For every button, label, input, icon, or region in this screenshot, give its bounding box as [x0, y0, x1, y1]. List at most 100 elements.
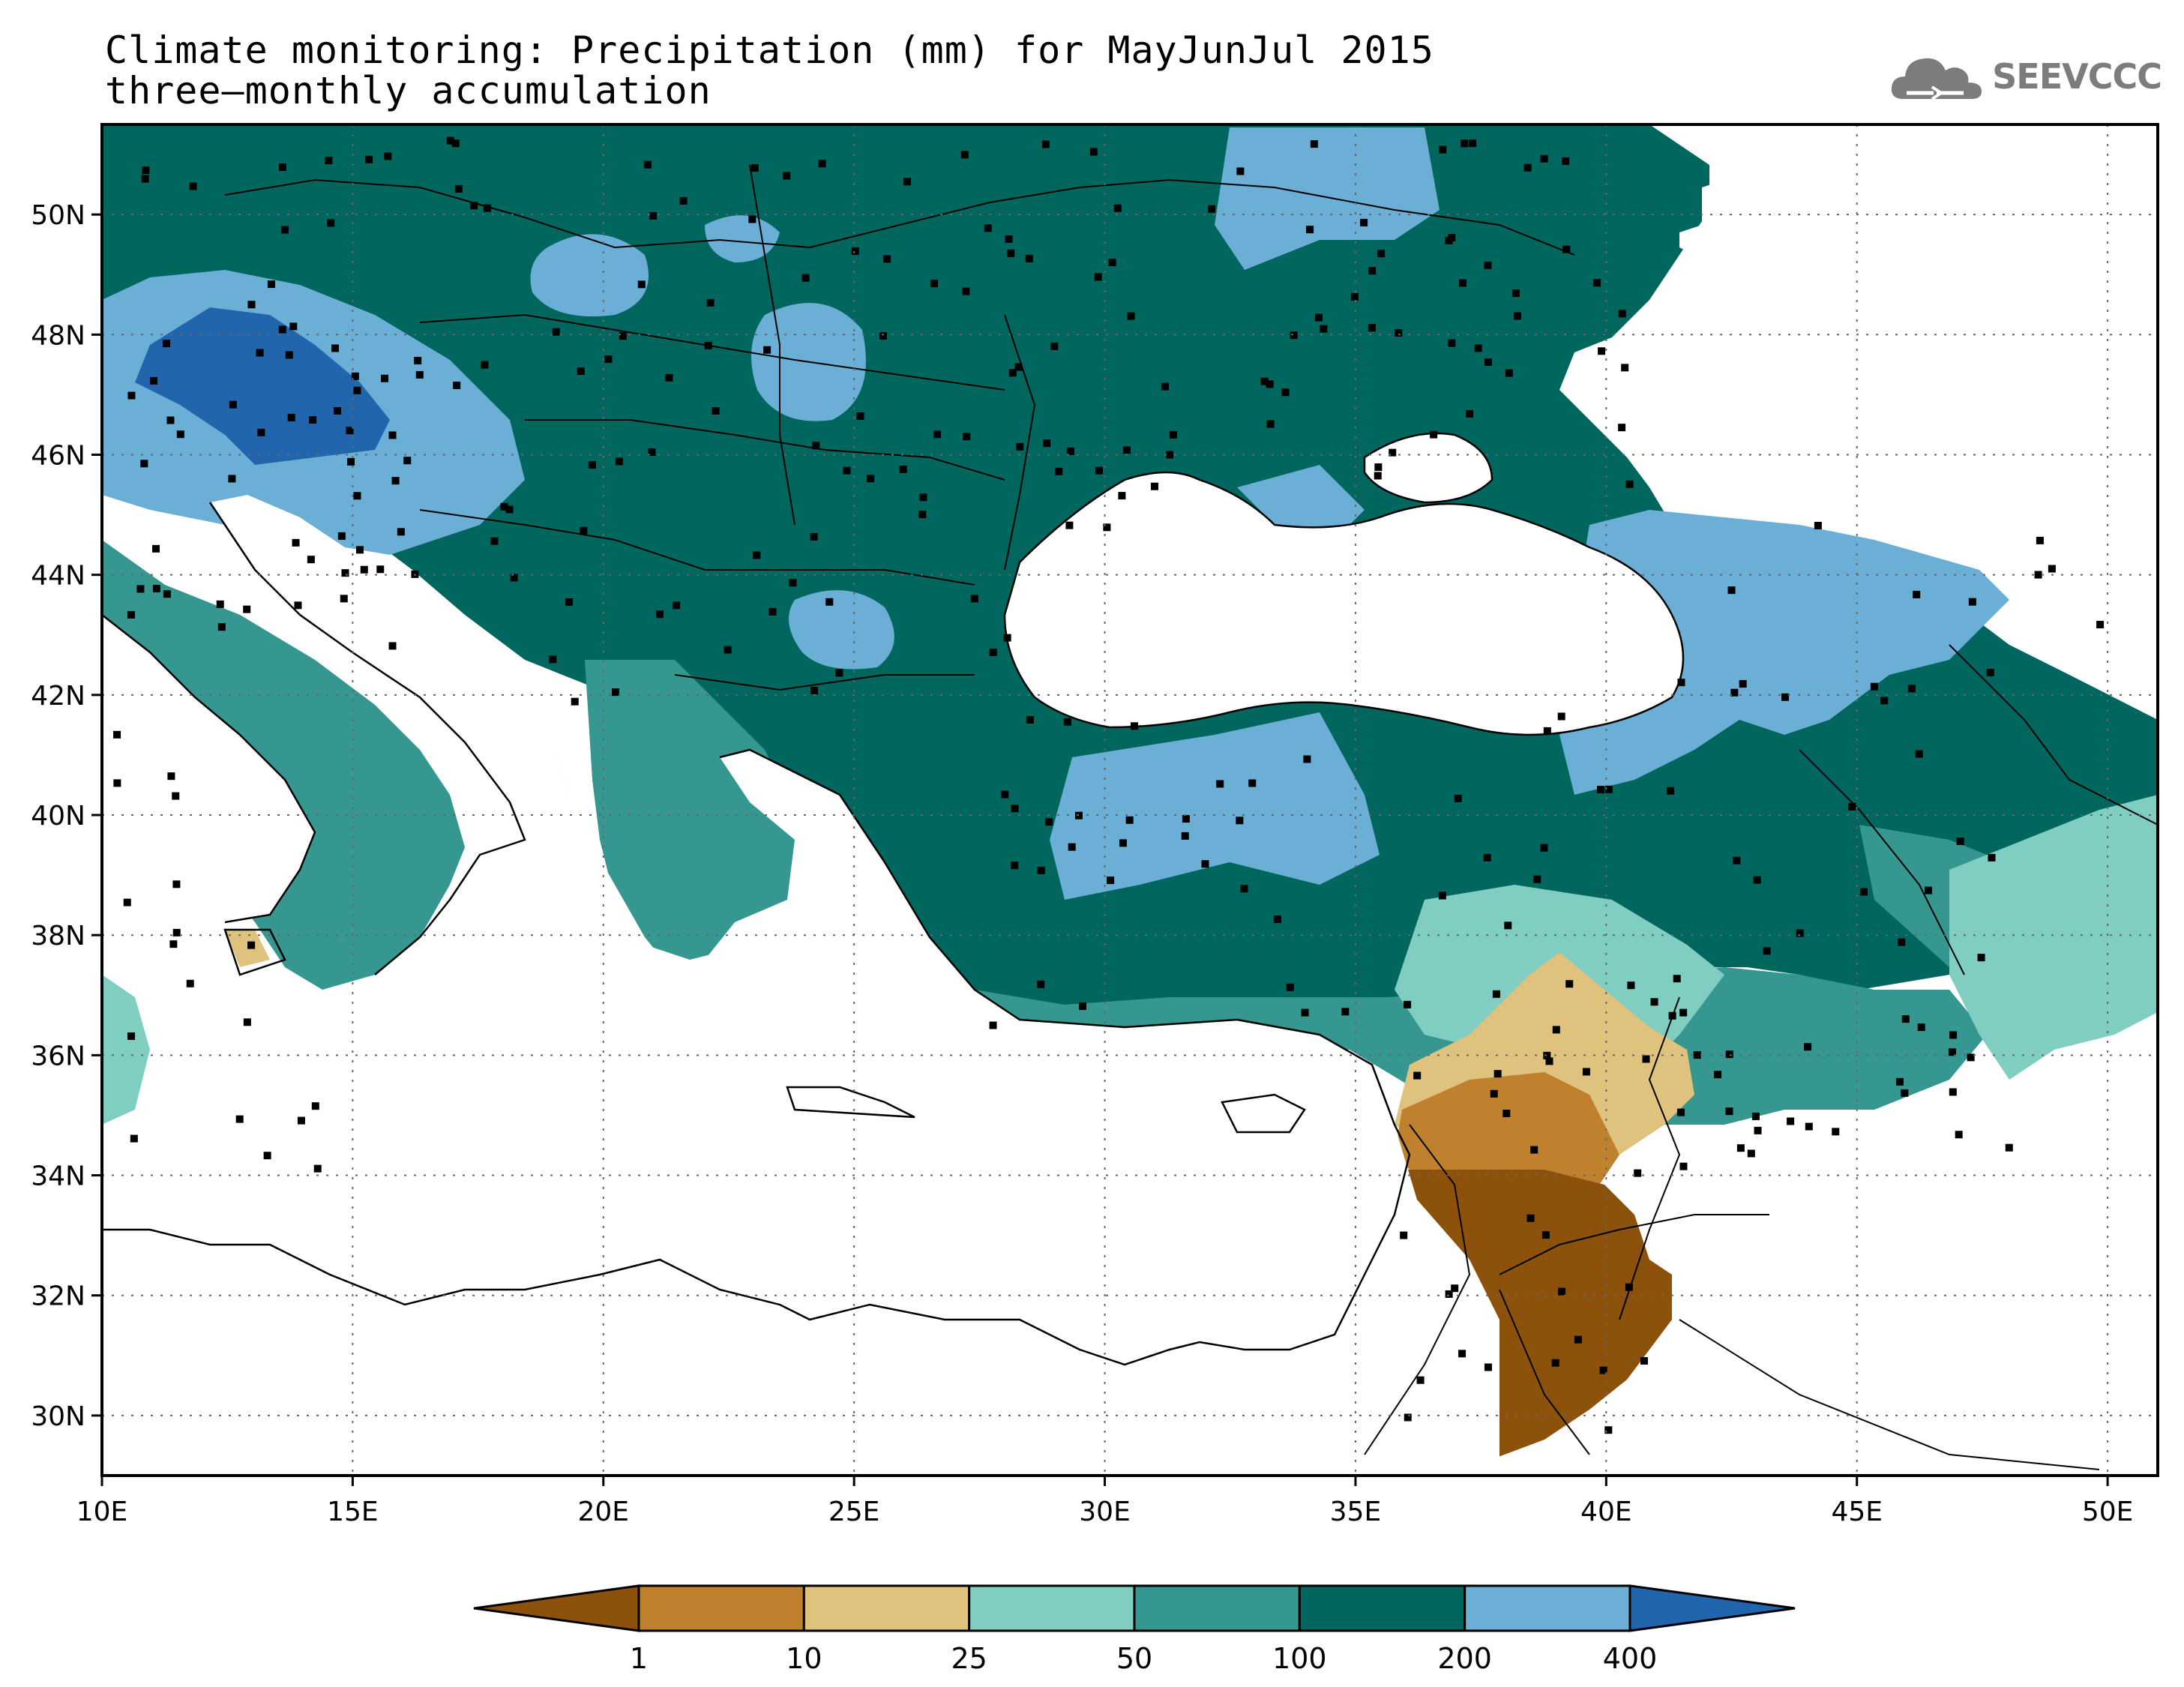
station-marker — [142, 166, 150, 175]
station-marker — [1543, 727, 1551, 735]
station-marker — [353, 386, 361, 394]
station-marker — [1640, 1357, 1648, 1365]
station-marker — [1404, 1000, 1412, 1008]
legend-colorbar: 1 10 25 50 100 200 400 — [473, 1584, 1796, 1675]
station-marker — [1901, 1015, 1910, 1023]
precipitation-field — [102, 124, 2158, 1476]
station-marker — [1037, 866, 1045, 874]
station-marker — [1634, 1169, 1642, 1177]
station-marker — [789, 579, 797, 587]
station-marker — [1389, 448, 1397, 457]
station-marker — [454, 184, 463, 193]
station-marker — [292, 538, 300, 547]
station-marker — [1045, 818, 1053, 826]
station-marker — [1618, 310, 1626, 318]
station-marker — [1493, 1070, 1502, 1078]
station-marker — [768, 607, 777, 616]
station-marker — [186, 979, 194, 987]
station-marker — [753, 551, 761, 559]
x-tick-label: 25E — [828, 1497, 880, 1527]
station-marker — [565, 598, 574, 607]
y-tick-label: 34N — [31, 1161, 85, 1192]
station-marker — [1968, 598, 1976, 606]
station-marker — [136, 585, 145, 593]
station-marker — [337, 532, 346, 540]
x-tick-label: 50E — [2082, 1497, 2134, 1527]
station-marker — [1286, 983, 1294, 991]
station-marker — [325, 157, 333, 165]
station-marker — [1543, 1051, 1551, 1059]
station-marker — [235, 1115, 244, 1123]
station-marker — [113, 779, 121, 787]
station-marker — [1668, 1011, 1676, 1020]
station-marker — [279, 163, 287, 172]
station-marker — [1597, 786, 1605, 794]
station-marker — [384, 152, 392, 160]
station-marker — [970, 595, 978, 603]
station-marker — [1451, 1284, 1459, 1293]
station-marker — [1948, 1048, 1956, 1056]
station-marker — [247, 301, 256, 309]
station-marker — [1676, 1108, 1685, 1116]
station-marker — [1368, 324, 1376, 332]
station-marker — [167, 772, 175, 781]
station-marker — [1530, 1146, 1538, 1154]
x-tick-label: 45E — [1831, 1497, 1883, 1527]
station-marker — [1108, 259, 1116, 267]
station-marker — [331, 344, 340, 352]
station-marker — [162, 340, 170, 348]
station-marker — [1103, 523, 1111, 532]
station-marker — [1430, 430, 1438, 439]
station-marker — [1541, 1231, 1550, 1239]
station-marker — [1490, 1089, 1498, 1098]
legend-swatch — [1133, 1584, 1301, 1632]
station-marker — [851, 247, 859, 255]
station-marker — [483, 204, 491, 212]
station-marker — [1582, 1068, 1590, 1076]
station-marker — [1625, 1283, 1633, 1291]
station-marker — [1240, 885, 1248, 893]
station-marker — [1377, 250, 1386, 258]
y-tick-label: 42N — [31, 681, 85, 712]
station-marker — [1693, 1051, 1701, 1059]
station-marker — [1504, 921, 1512, 930]
station-marker — [1915, 750, 1923, 758]
station-marker — [490, 537, 499, 545]
station-marker — [1011, 805, 1019, 813]
station-marker — [1314, 313, 1323, 322]
station-marker — [1679, 1008, 1688, 1017]
station-marker — [1014, 363, 1023, 371]
station-marker — [825, 598, 834, 606]
station-marker — [2048, 565, 2056, 573]
station-marker — [1248, 779, 1257, 787]
station-marker — [1266, 380, 1274, 388]
station-marker — [311, 1102, 319, 1110]
legend-label: 200 — [1437, 1642, 1492, 1675]
station-marker — [1404, 1413, 1412, 1422]
station-marker — [1037, 980, 1045, 988]
station-marker — [1502, 1110, 1511, 1118]
station-marker — [1026, 716, 1034, 724]
station-marker — [933, 430, 942, 439]
x-tick-label: 15E — [327, 1497, 379, 1527]
station-marker — [216, 600, 224, 608]
station-marker — [327, 219, 335, 227]
station-marker — [365, 155, 373, 163]
station-marker — [1260, 377, 1269, 385]
station-marker — [1003, 634, 1011, 642]
station-marker — [1650, 998, 1658, 1006]
station-marker — [341, 569, 349, 577]
seevccc-logo: SEEVCCC — [1889, 46, 2162, 106]
station-marker — [1066, 447, 1074, 455]
station-marker — [1201, 860, 1209, 868]
station-marker — [1041, 140, 1050, 148]
station-marker — [1511, 289, 1520, 298]
station-marker — [1679, 1162, 1688, 1170]
station-marker — [1169, 430, 1177, 439]
station-marker — [285, 351, 293, 359]
station-marker — [1094, 273, 1102, 281]
station-marker — [150, 376, 158, 385]
station-markers — [113, 136, 2105, 1434]
y-tick-label: 50N — [31, 200, 85, 231]
station-marker — [353, 492, 361, 500]
